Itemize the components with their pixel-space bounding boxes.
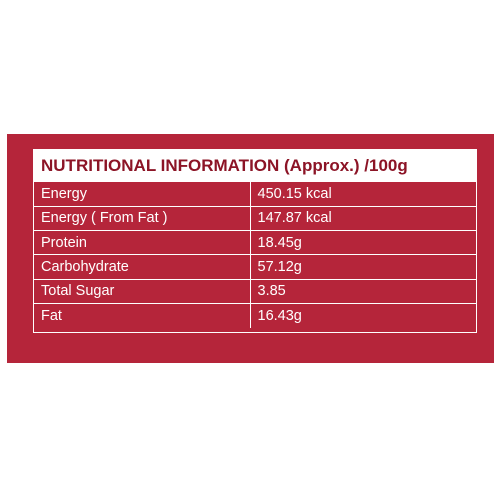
table-row-energy: Energy 450.15 kcal — [34, 182, 476, 207]
table-row-protein: Protein 18.45g — [34, 230, 476, 256]
nutrition-table: NUTRITIONAL INFORMATION (Approx.) /100g … — [33, 149, 477, 333]
row-label: Fat — [34, 302, 251, 328]
row-label: Protein — [34, 230, 251, 256]
nutrition-title: NUTRITIONAL INFORMATION (Approx.) /100g — [34, 150, 476, 182]
nutrition-panel: NUTRITIONAL INFORMATION (Approx.) /100g … — [7, 134, 494, 363]
row-value: 57.12g — [249, 254, 476, 280]
row-label: Energy — [34, 182, 251, 207]
table-row-energy-from-fat: Energy ( From Fat ) 147.87 kcal — [34, 205, 476, 232]
row-value: 147.87 kcal — [249, 205, 476, 232]
row-value: 16.43g — [249, 302, 476, 328]
row-label: Total Sugar — [34, 278, 251, 304]
table-row-carbohydrate: Carbohydrate 57.12g — [34, 254, 476, 280]
row-label: Carbohydrate — [34, 254, 251, 280]
row-value: 3.85 — [249, 278, 476, 304]
table-row-fat: Fat 16.43g — [34, 302, 476, 328]
table-row-total-sugar: Total Sugar 3.85 — [34, 278, 476, 304]
row-label: Energy ( From Fat ) — [34, 205, 251, 232]
row-value: 450.15 kcal — [249, 182, 476, 207]
nutrition-rows: Energy 450.15 kcal Energy ( From Fat ) 1… — [34, 182, 476, 328]
row-value: 18.45g — [249, 230, 476, 256]
